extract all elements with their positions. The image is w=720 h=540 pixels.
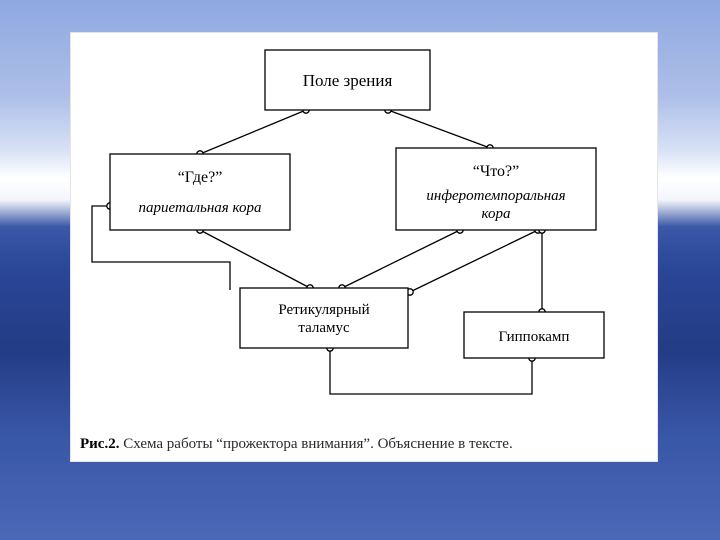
svg-text:Поле зрения: Поле зрения [303,71,393,90]
slide-background: Поле зрения “Где?” париетальная кора “Что?”… [0,0,720,540]
attention-diagram: Поле зрения “Где?” париетальная кора “Что?”… [70,32,658,427]
svg-text:Гиппокамп: Гиппокамп [499,329,570,345]
svg-text:инферотемпоральная: инферотемпоральная [426,188,565,204]
svg-text:Ретикулярный: Ретикулярный [278,302,369,318]
svg-text:“Что?”: “Что?” [473,163,519,180]
svg-text:кора: кора [482,206,511,222]
svg-text:“Где?”: “Где?” [178,169,223,186]
figure-caption: Рис.2. Схема работы “прожектора внимания… [80,436,513,453]
caption-text: Схема работы “прожектора внимания”. Объя… [119,436,512,452]
svg-text:таламус: таламус [298,320,350,336]
caption-label: Рис.2. [80,436,119,452]
svg-text:париетальная кора: париетальная кора [139,200,262,216]
